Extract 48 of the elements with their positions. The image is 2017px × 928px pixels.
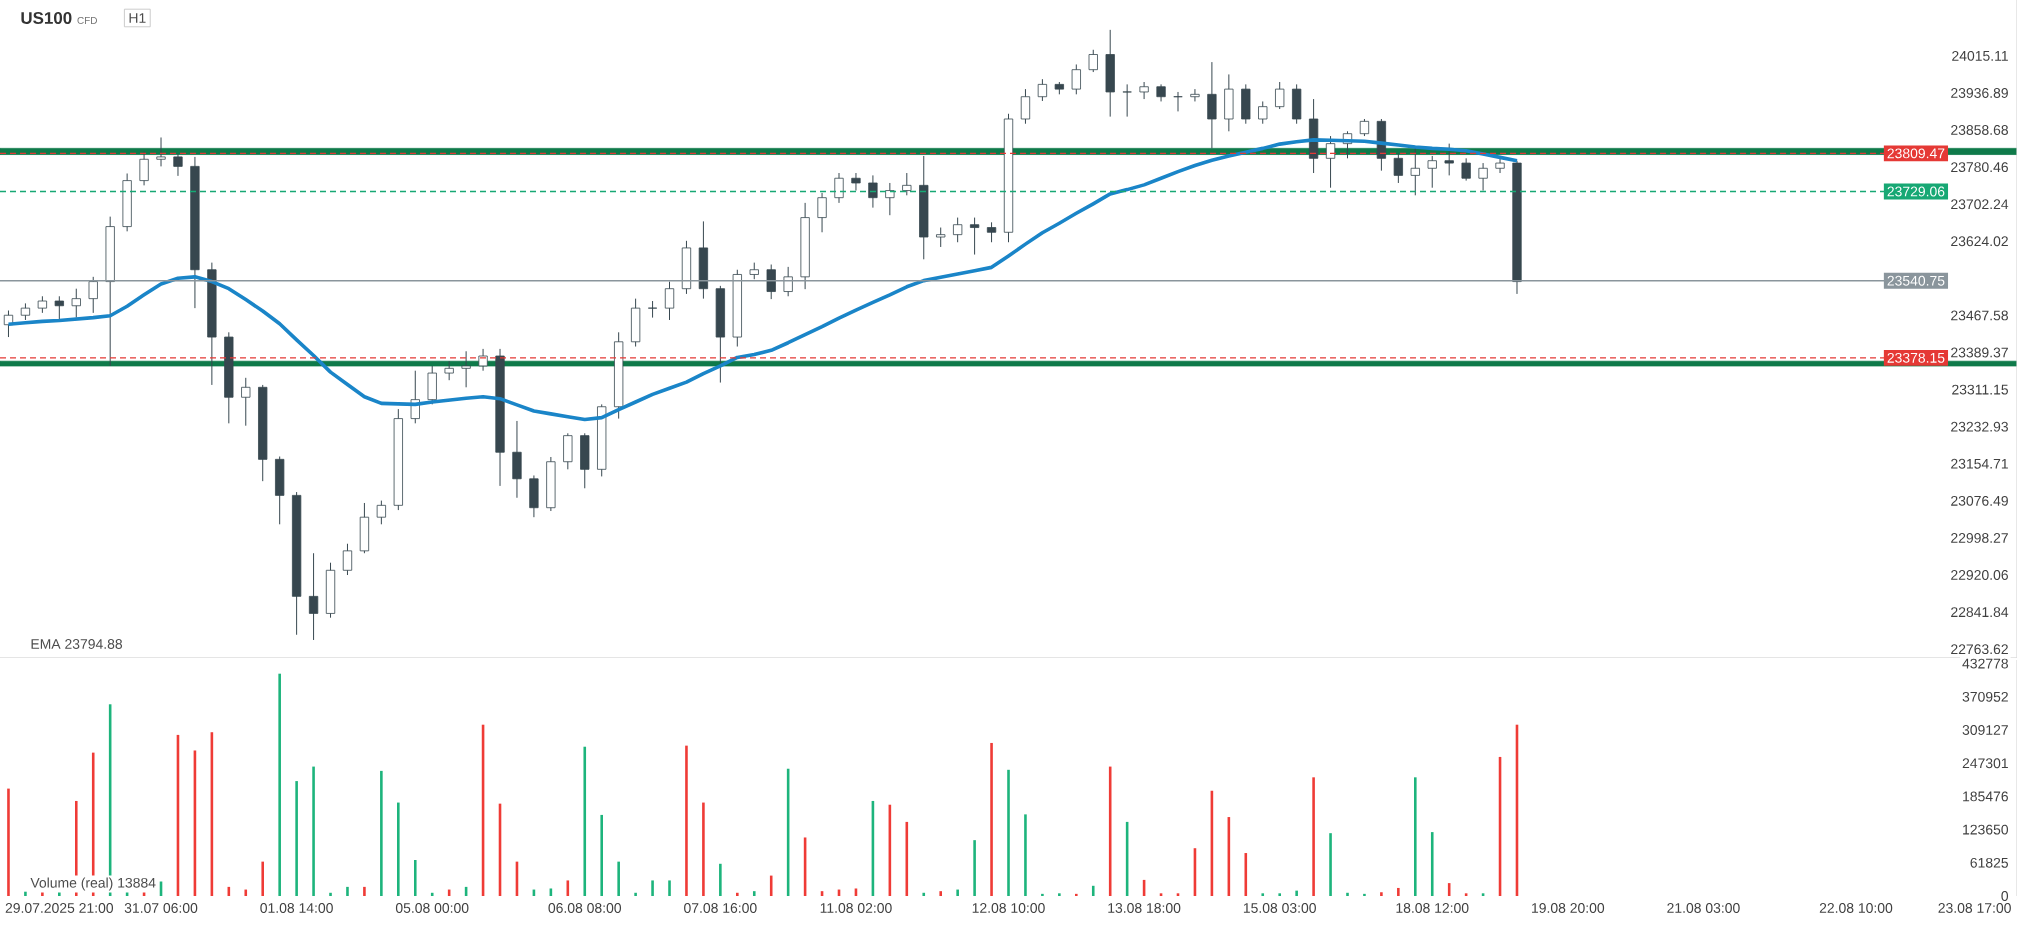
y-tick-label: 22763.62 xyxy=(1951,644,2008,655)
text: US100 xyxy=(21,12,72,24)
annotation: Volume (real) 13884 xyxy=(30,877,156,891)
y-tick-label: 23076.49 xyxy=(1951,495,2008,506)
y-tick-label: 23936.89 xyxy=(1951,88,2008,98)
y-tick-label: 23311.15 xyxy=(1952,384,2008,395)
x-tick-label: 23.08 17:00 xyxy=(1938,903,2011,913)
y-tick-label: 23232.93 xyxy=(1951,421,2008,432)
x-tick-label: 15.08 03:00 xyxy=(1243,903,1316,913)
x-tick-label: 31.07 06:00 xyxy=(124,903,198,913)
text: CFD xyxy=(77,16,97,24)
y-tick-label: 23154.71 xyxy=(1951,458,2008,469)
x-tick-label: 18.08 12:00 xyxy=(1396,903,1469,913)
ref-line-label: 23540.75 xyxy=(1887,275,1945,286)
x-tick-label: 29.07.2025 21:00 xyxy=(5,903,114,913)
y-tick-label: 23624.02 xyxy=(1951,236,2008,247)
y-tick-label: 23858.68 xyxy=(1951,125,2008,135)
x-tick-label: 22.08 10:00 xyxy=(1819,903,1893,913)
y-tick-label: 23702.24 xyxy=(1951,199,2009,210)
x-tick-label: 19.08 20:00 xyxy=(1532,903,1605,913)
y-tick-label: 22998.27 xyxy=(1951,533,2008,543)
annotation: EMA 23794.88 xyxy=(31,639,123,649)
y-tick-label: 309127 xyxy=(1962,725,2008,735)
y-tick-label: 23780.46 xyxy=(1951,162,2008,173)
y-tick-label: 23467.58 xyxy=(1951,310,2008,321)
x-tick-label: 01.08 14:00 xyxy=(260,903,333,913)
x-tick-label: 13.08 18:00 xyxy=(1108,903,1181,913)
x-tick-label: 11.08 02:00 xyxy=(820,903,892,913)
x-tick-label: 21.08 03:00 xyxy=(1667,903,1740,913)
y-tick-label: 123650 xyxy=(1963,824,2009,835)
ref-line-label: 23729.06 xyxy=(1887,186,1945,197)
y-tick-label: 432778 xyxy=(1962,658,2008,669)
y-tick-label: 61825 xyxy=(1970,857,2008,868)
y-tick-label: 0 xyxy=(2001,891,2009,901)
y-tick-label: 185476 xyxy=(1963,791,2008,802)
y-tick-label: 24015.11 xyxy=(1952,50,2008,61)
y-tick-label: 23389.37 xyxy=(1951,347,2008,358)
y-tick-label: 22841.84 xyxy=(1951,607,2009,618)
y-tick-label: 22920.06 xyxy=(1951,570,2008,580)
x-tick-label: 12.08 10:00 xyxy=(972,903,1045,913)
y-tick-label: 370952 xyxy=(1962,691,2008,702)
ref-line-label: 23378.15 xyxy=(1887,352,1945,363)
ref-line-label: 23809.47 xyxy=(1887,148,1945,159)
y-tick-label: 247301 xyxy=(1962,758,2008,769)
x-tick-label: 05.08 00:00 xyxy=(395,903,469,913)
x-tick-label: 06.08 08:00 xyxy=(548,903,622,913)
annotation: H1 xyxy=(129,13,146,23)
x-tick-label: 07.08 16:00 xyxy=(684,903,757,913)
